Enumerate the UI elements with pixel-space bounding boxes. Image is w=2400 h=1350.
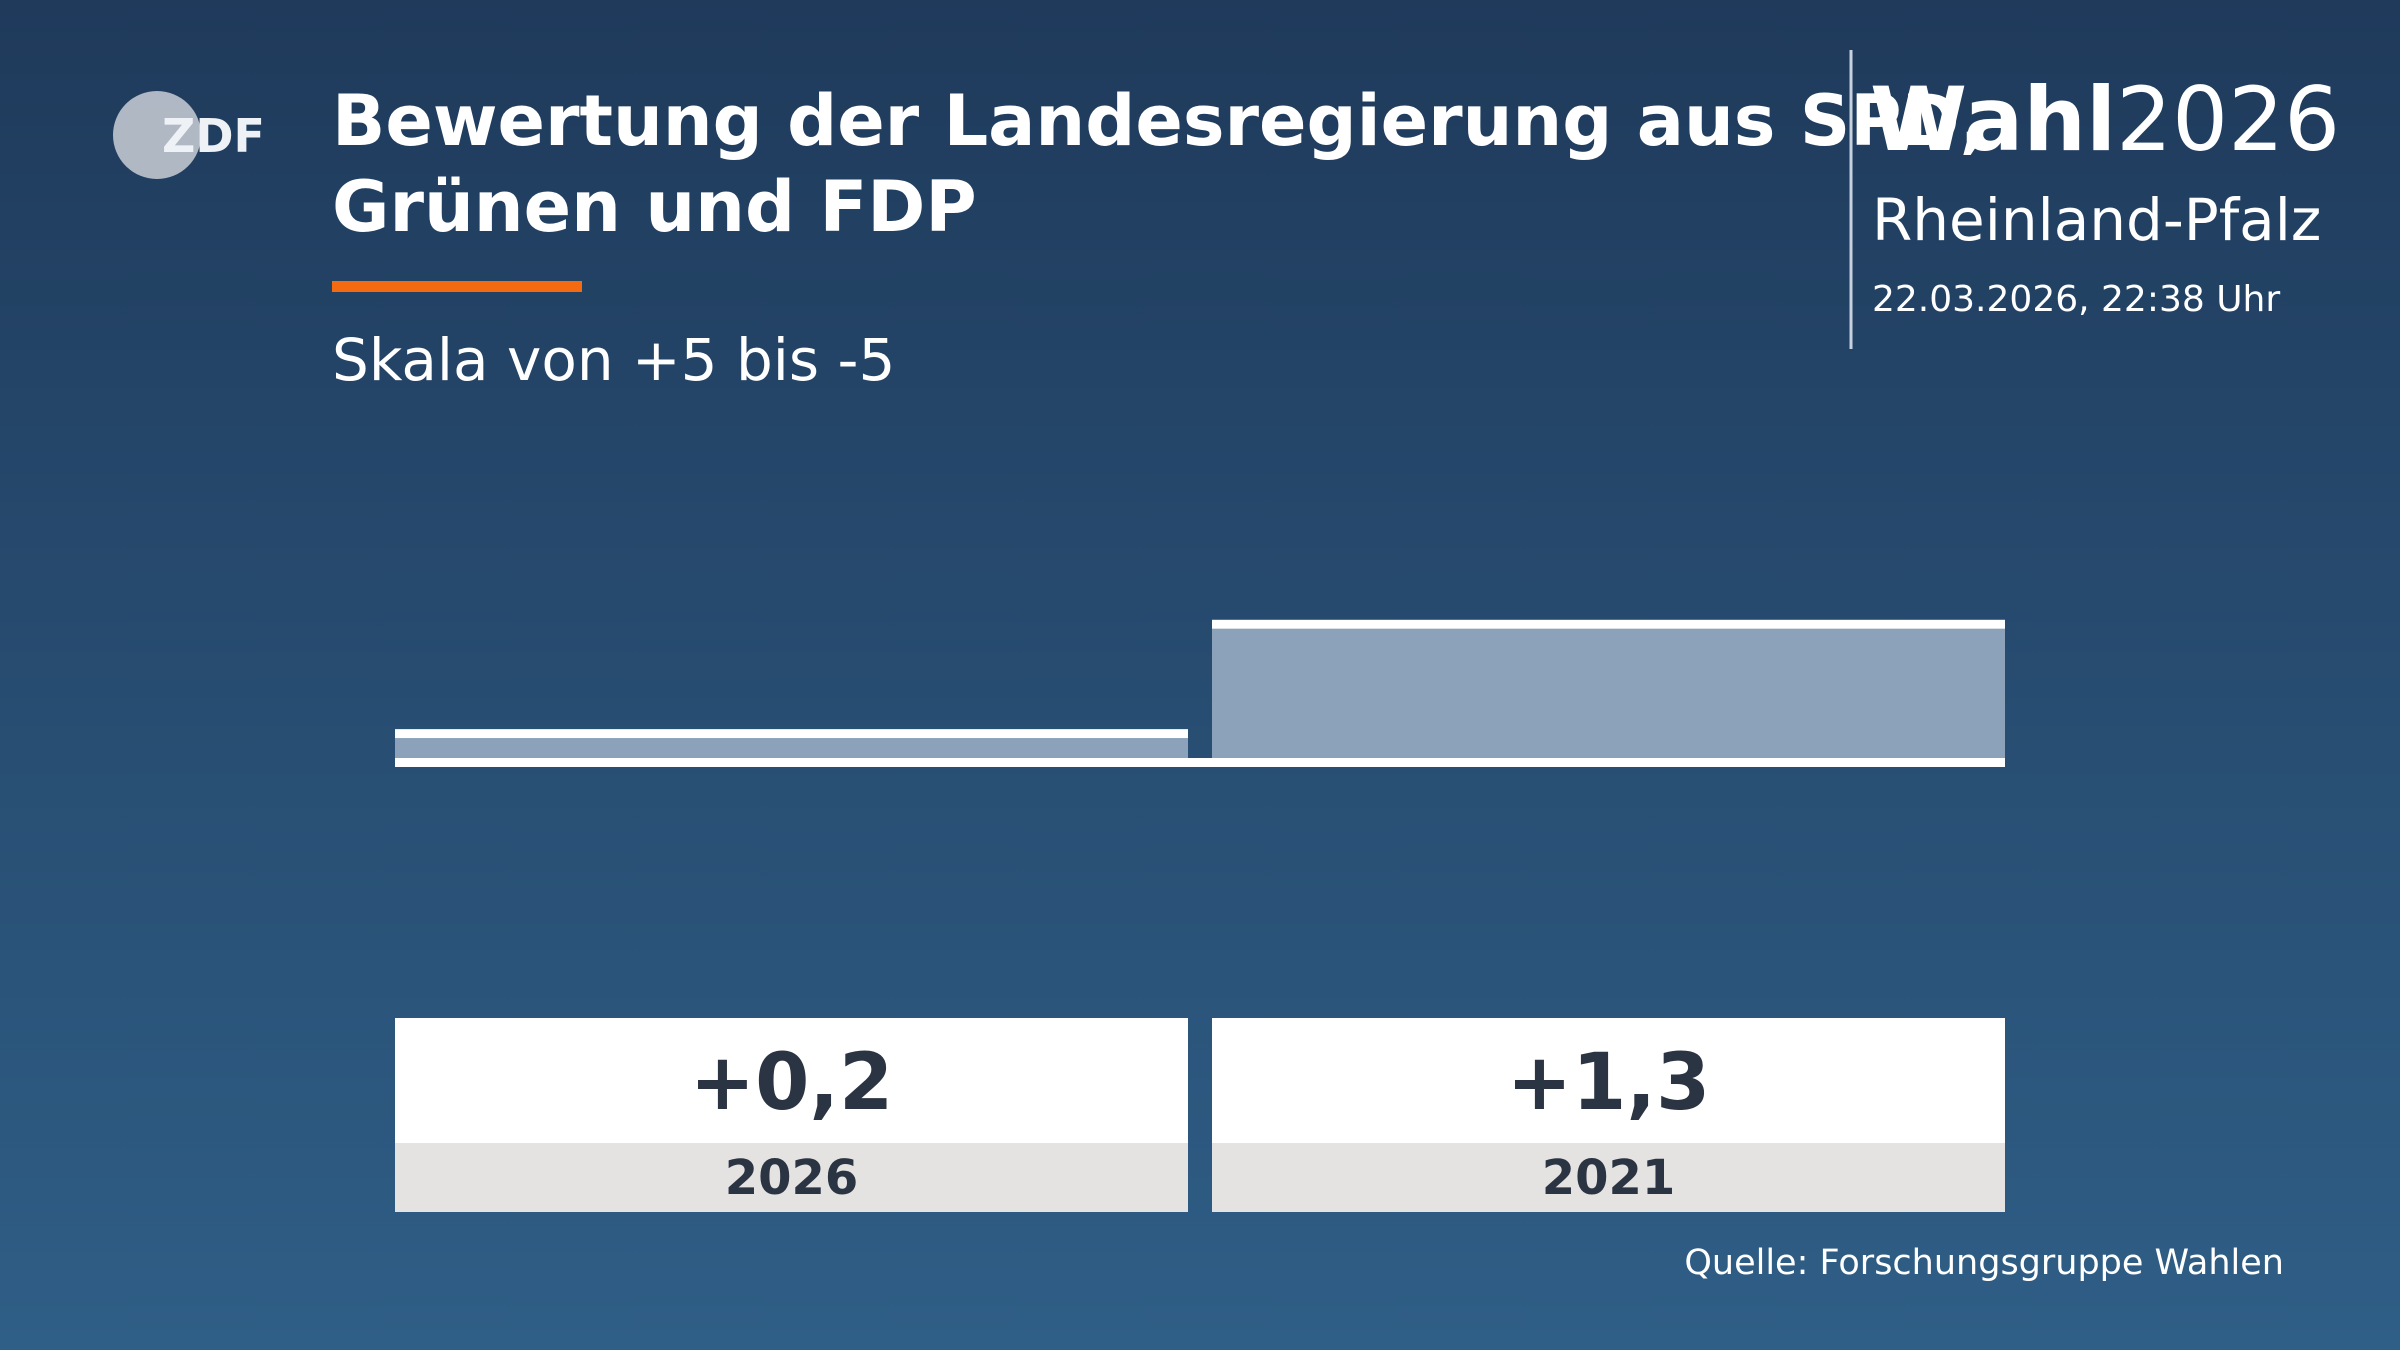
brand-name: Wahl [1870,68,2116,171]
value-box [1212,1018,2005,1143]
chart-title: Bewertung der Landesregierung aus SPD, Gr… [332,80,1986,248]
timestamp: 22.03.2026, 22:38 Uhr [1872,279,2280,320]
bar-cap [1212,619,2005,629]
value-label: +1,3 [1507,1038,1711,1128]
region: Rheinland-Pfalz [1872,186,2321,254]
title-underline [332,281,582,292]
source: Quelle: Forschungsgruppe Wahlen [1684,1243,2284,1283]
value-label: +0,2 [690,1038,894,1128]
brand: Wahl2026 [1870,68,2340,171]
category-box [1212,1143,2005,1212]
bar-cap [395,729,1188,739]
title-line: Grünen und FDP [332,166,977,248]
logo-circle [113,91,201,179]
title-line: Bewertung der Landesregierung aus SPD, [332,80,1986,162]
x-tick-label: 2021 [1542,1150,1676,1206]
bar [1212,628,2005,758]
category-box [395,1143,1188,1212]
brand-year: 2026 [2116,68,2340,171]
x-tick-label: 2026 [725,1150,859,1206]
bar [395,738,1188,758]
baseline [395,758,2005,767]
logo: ZDF [162,109,265,163]
subtitle: Skala von +5 bis -5 [332,326,895,394]
value-box [395,1018,1188,1143]
